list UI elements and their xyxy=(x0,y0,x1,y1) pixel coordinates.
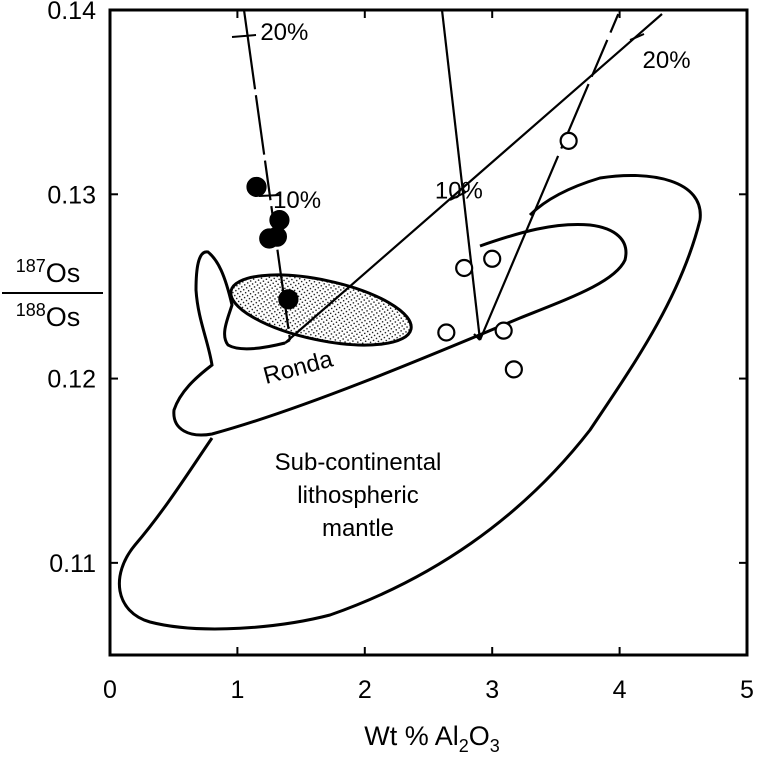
stippled-field xyxy=(229,273,413,347)
x-tick-label-0: 0 xyxy=(103,676,117,704)
open-point-0 xyxy=(559,131,578,150)
open-point-4 xyxy=(494,321,513,340)
filled-point-0 xyxy=(246,176,267,198)
x-tick-label-3: 3 xyxy=(485,676,499,704)
mixing-line-center xyxy=(440,9,482,341)
open-point-3 xyxy=(437,323,456,342)
annotations: 20% 10% 10% 20% xyxy=(260,19,690,214)
mixing-line-left-upper xyxy=(242,9,292,341)
x-tick-label-5: 5 xyxy=(740,676,754,704)
y-tick-label-3: 0.14 xyxy=(47,0,96,25)
open-point-2 xyxy=(483,249,502,268)
annotation-0: 20% xyxy=(260,19,308,46)
x-tick-label-1: 1 xyxy=(230,676,244,704)
open-point-1 xyxy=(455,258,474,278)
axis-ticks: 0 1 2 3 4 5 0.11 0.12 0.13 0.14 xyxy=(47,0,754,704)
filled-point-3 xyxy=(266,226,287,247)
data-points xyxy=(246,131,578,379)
annotation-3: 20% xyxy=(643,47,691,74)
y-tick-label-0: 0.11 xyxy=(49,550,96,578)
annotation-2: 10% xyxy=(435,178,483,205)
filled-point-4 xyxy=(278,289,299,310)
annotation-1: 10% xyxy=(273,187,321,214)
y-axis-title: 187Os 188Os xyxy=(2,256,103,332)
region-label-ronda: Ronda xyxy=(260,345,336,390)
mixing-line-diagonal xyxy=(284,13,663,344)
y-axis-numerator: 187Os xyxy=(16,256,81,288)
open-point-5 xyxy=(504,360,523,379)
x-axis-title: Wt % Al2O3 xyxy=(364,721,500,756)
mixing-line-right-b xyxy=(473,333,481,341)
y-tick-label-1: 0.12 xyxy=(47,366,96,394)
mixing-line-right-a xyxy=(478,9,622,341)
line-tick-10-left xyxy=(258,194,282,197)
plot-frame xyxy=(108,8,749,657)
mixing-lines xyxy=(231,9,663,344)
line-tick-10-right xyxy=(449,191,467,201)
line-tick-20-left xyxy=(231,34,257,38)
region-label-mantle: Sub-continental lithospheric mantle xyxy=(275,449,442,542)
x-tick-label-2: 2 xyxy=(358,676,372,704)
line-tick-20-right xyxy=(629,33,645,41)
field-regions: Sub-continental lithospheric mantle Ronda xyxy=(118,173,702,631)
x-tick-label-4: 4 xyxy=(613,676,627,704)
region-subcontinental-mantle xyxy=(118,173,702,631)
y-axis-denominator: 188Os xyxy=(16,300,81,332)
y-tick-label-2: 0.13 xyxy=(47,181,96,209)
